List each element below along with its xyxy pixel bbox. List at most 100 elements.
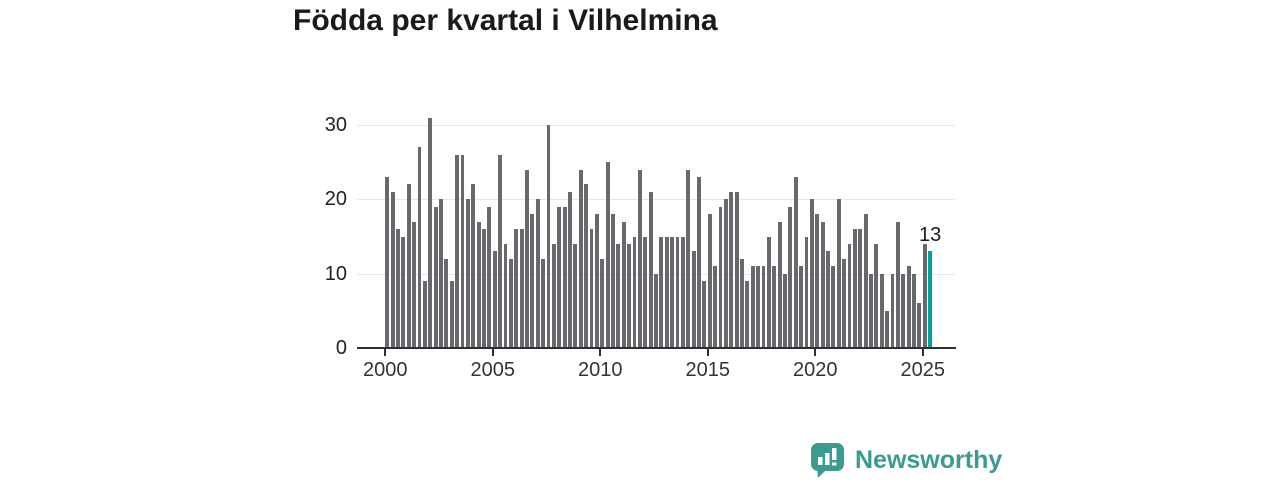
y-axis-label: 10 bbox=[324, 262, 347, 285]
bar bbox=[691, 251, 696, 348]
bar bbox=[621, 221, 626, 348]
bar bbox=[530, 214, 535, 348]
bar bbox=[707, 214, 712, 348]
bar bbox=[922, 243, 927, 348]
bar bbox=[793, 177, 798, 348]
bar bbox=[390, 191, 395, 348]
bar bbox=[578, 169, 583, 348]
x-axis-line bbox=[357, 347, 956, 349]
bar bbox=[643, 236, 648, 348]
x-axis-label: 2005 bbox=[470, 359, 516, 381]
bar bbox=[637, 169, 642, 348]
bar bbox=[541, 258, 546, 348]
bar bbox=[557, 206, 562, 348]
bar bbox=[675, 236, 680, 348]
bar bbox=[627, 243, 632, 348]
bar bbox=[487, 206, 492, 348]
bar-value-label: 13 bbox=[919, 224, 942, 247]
bar bbox=[417, 147, 422, 348]
bar bbox=[616, 243, 621, 348]
y-axis-label: 20 bbox=[324, 188, 347, 211]
chart-title: Födda per kvartal i Vilhelmina bbox=[293, 4, 718, 37]
bar bbox=[912, 273, 916, 348]
bar bbox=[895, 221, 900, 348]
bar bbox=[788, 206, 793, 348]
bar bbox=[508, 258, 513, 348]
bar bbox=[879, 273, 884, 348]
bar bbox=[594, 214, 599, 348]
bar bbox=[702, 281, 707, 348]
bar bbox=[385, 177, 390, 348]
bar bbox=[439, 199, 443, 348]
bar bbox=[756, 266, 761, 348]
bar bbox=[659, 236, 664, 348]
bar bbox=[503, 243, 508, 348]
bar bbox=[680, 236, 685, 348]
bar bbox=[869, 273, 873, 348]
bar bbox=[471, 184, 476, 348]
x-axis-label: 2000 bbox=[363, 359, 408, 381]
bar bbox=[654, 273, 658, 348]
bar bbox=[842, 258, 847, 348]
highlighted-bar bbox=[928, 251, 933, 348]
bar bbox=[482, 229, 486, 348]
bar bbox=[568, 191, 572, 348]
bar bbox=[713, 266, 718, 348]
bar bbox=[444, 258, 449, 348]
bar-chart-speech-bubble-icon bbox=[811, 443, 844, 478]
bar bbox=[906, 266, 911, 348]
gridline bbox=[357, 199, 955, 201]
bar bbox=[885, 310, 890, 348]
bar bbox=[519, 229, 524, 348]
bar bbox=[449, 281, 454, 348]
bar bbox=[525, 169, 529, 348]
y-axis-label: 30 bbox=[324, 114, 347, 136]
bar bbox=[836, 199, 841, 348]
bar bbox=[406, 184, 411, 348]
bar bbox=[428, 117, 433, 348]
bar bbox=[831, 266, 836, 348]
x-axis-tick bbox=[921, 349, 924, 356]
x-axis-label: 2010 bbox=[578, 359, 623, 381]
bar bbox=[766, 236, 771, 348]
bar bbox=[460, 154, 465, 348]
bar bbox=[600, 258, 605, 348]
bar bbox=[761, 266, 766, 348]
bar bbox=[799, 266, 804, 348]
bar bbox=[890, 273, 895, 348]
bar bbox=[422, 281, 427, 348]
bar bbox=[901, 273, 906, 348]
bar bbox=[734, 191, 739, 348]
bar bbox=[465, 199, 470, 348]
bar bbox=[546, 125, 551, 348]
x-axis-tick bbox=[706, 349, 709, 356]
bar bbox=[820, 221, 825, 348]
bar bbox=[815, 214, 820, 348]
bar bbox=[632, 236, 637, 348]
bar bbox=[783, 273, 787, 348]
bar bbox=[498, 154, 503, 348]
bar bbox=[589, 229, 594, 348]
bar bbox=[535, 199, 540, 348]
bar bbox=[697, 177, 701, 348]
bar bbox=[562, 206, 567, 348]
bar bbox=[852, 229, 857, 348]
bar bbox=[729, 191, 734, 348]
bar bbox=[750, 266, 755, 348]
bar bbox=[686, 169, 691, 348]
bar bbox=[826, 251, 830, 348]
x-axis-label: 2020 bbox=[793, 359, 838, 381]
bar bbox=[874, 243, 879, 348]
x-axis-tick bbox=[599, 349, 602, 356]
bar bbox=[492, 251, 497, 348]
bar bbox=[847, 243, 852, 348]
bar bbox=[433, 206, 438, 348]
bar bbox=[664, 236, 669, 348]
bar bbox=[858, 229, 863, 348]
bar bbox=[772, 266, 777, 348]
x-axis-label: 2025 bbox=[900, 359, 946, 381]
bar bbox=[396, 229, 400, 348]
bar bbox=[809, 199, 814, 348]
bar bbox=[605, 162, 610, 348]
